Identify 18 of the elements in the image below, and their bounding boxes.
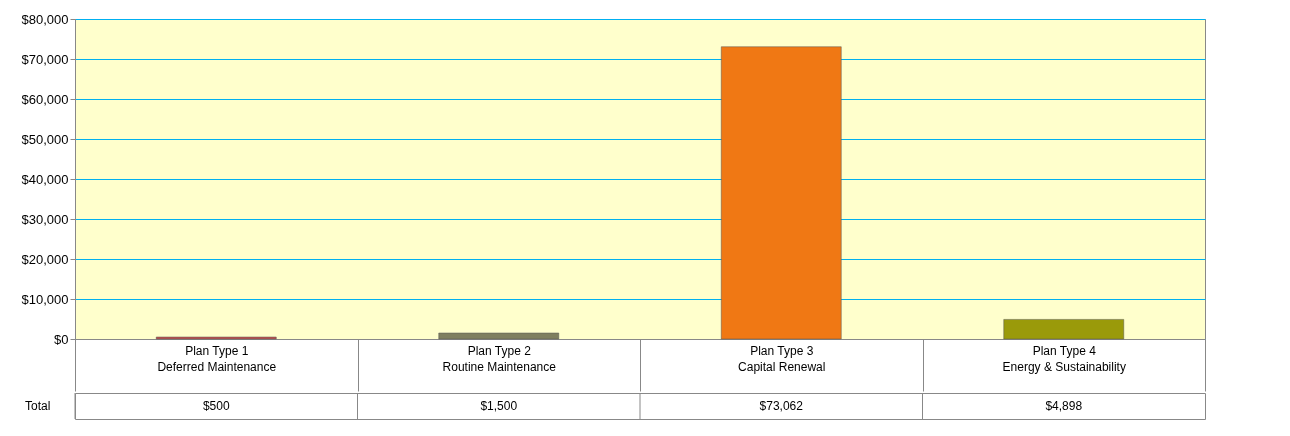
y-tick-label: $50,000 (21, 131, 69, 147)
y-tick-label: $80,000 (21, 11, 69, 27)
x-tick-label: Plan Type 4 Energy & Sustainability (1002, 343, 1126, 374)
y-tick-label: $20,000 (21, 251, 69, 267)
data-label: $500 (202, 399, 230, 413)
y-tick-label: $10,000 (21, 291, 69, 307)
data-label: $1,500 (480, 399, 518, 413)
x-tick-label: Plan Type 2 Routine Maintenance (442, 343, 557, 374)
y-tick-label: $30,000 (21, 211, 69, 227)
text: Total (25, 399, 51, 413)
y-tick-label: $60,000 (21, 91, 69, 107)
data-label: $73,062 (759, 399, 804, 413)
x-tick-label: Plan Type 1 Deferred Maintenance (157, 343, 277, 374)
y-tick-label: $40,000 (21, 171, 69, 187)
data-label: $4,898 (1045, 399, 1083, 413)
y-tick-label: $0 (54, 331, 69, 347)
y-tick-label: $70,000 (21, 51, 69, 67)
x-tick-label: Plan Type 3 Capital Renewal (738, 343, 826, 374)
